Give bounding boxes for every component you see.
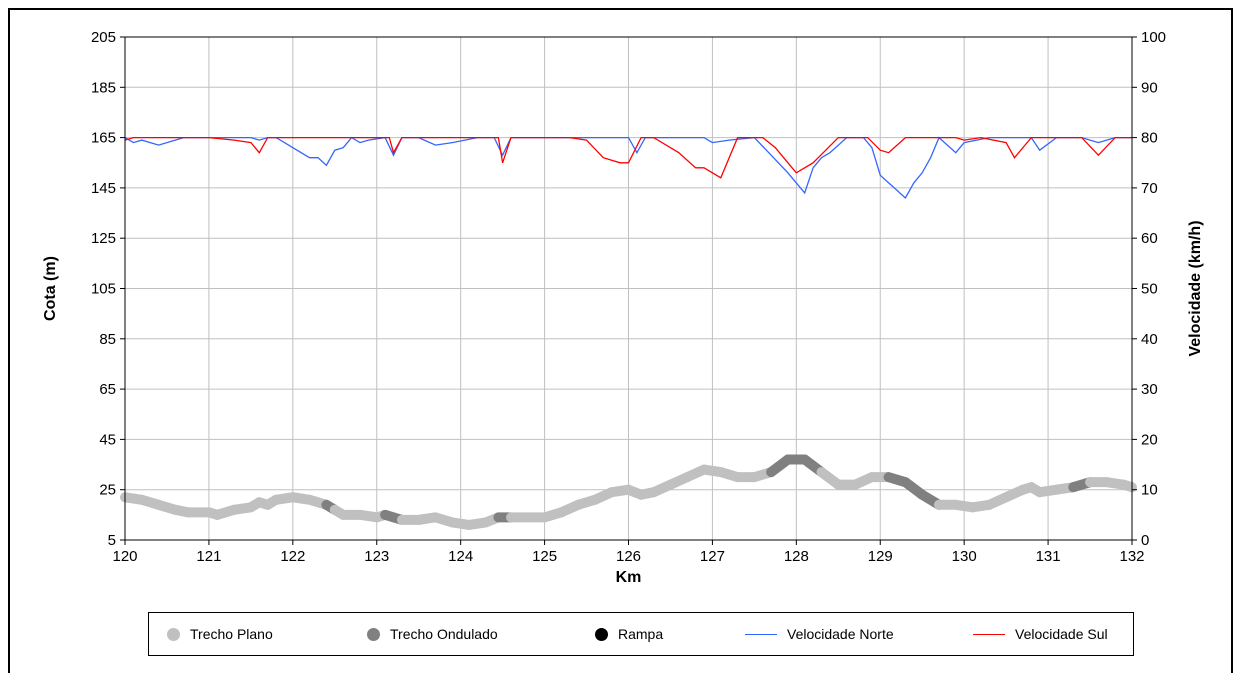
- elevation-profile: [120, 454, 1137, 530]
- x-tick-label: 127: [700, 548, 725, 565]
- y-left-tick-label: 145: [91, 180, 116, 197]
- x-tick-label: 125: [532, 548, 557, 565]
- axis-ticks: 120 121 122 123 124 125 126 127 128 129 130 131 132 5…: [91, 29, 1166, 565]
- chart-frame: [8, 8, 1233, 673]
- x-tick-label: 120: [112, 548, 137, 565]
- y-right-tick-label: 80: [1141, 130, 1158, 147]
- legend-item-trecho-ondulado: Trecho Ondulado: [367, 613, 498, 655]
- y-right-tick-label: 30: [1141, 381, 1158, 398]
- y-right-tick-label: 40: [1141, 331, 1158, 348]
- y-right-tick-label: 50: [1141, 281, 1158, 298]
- x-tick-label: 129: [868, 548, 893, 565]
- x-tick-label: 131: [1036, 548, 1061, 565]
- x-tick-label: 130: [952, 548, 977, 565]
- y-left-tick-label: 85: [99, 331, 116, 348]
- y-left-tick-label: 25: [99, 482, 116, 499]
- legend-line-icon: [973, 633, 1005, 635]
- grid: [124, 36, 1133, 541]
- legend-item-velocidade-norte: Velocidade Norte: [745, 613, 894, 655]
- x-axis-title: Km: [616, 569, 642, 586]
- legend-item-velocidade-sul: Velocidade Sul: [973, 613, 1108, 655]
- x-tick-label: 123: [364, 548, 389, 565]
- legend-label: Trecho Ondulado: [390, 626, 498, 642]
- legend-item-trecho-plano: Trecho Plano: [167, 613, 273, 655]
- legend-item-rampa: Rampa: [595, 613, 663, 655]
- velocidade-norte-line: [124, 136, 1132, 200]
- speed-lines: [124, 136, 1132, 200]
- legend-dot-icon: [167, 627, 180, 641]
- x-tick-label: 121: [196, 548, 221, 565]
- legend-dot-icon: [367, 627, 380, 641]
- velocidade-sul-line: [124, 136, 1132, 179]
- chart-canvas: 120 121 122 123 124 125 126 127 128 129 130 131 132 5…: [42, 29, 1204, 586]
- x-tick-label: 126: [616, 548, 641, 565]
- legend-dot-icon: [595, 627, 608, 641]
- y-left-tick-label: 65: [99, 381, 116, 398]
- legend-line-icon: [745, 633, 777, 635]
- y-right-tick-label: 60: [1141, 230, 1158, 247]
- y-left-tick-label: 105: [91, 281, 116, 298]
- y-right-tick-label: 90: [1141, 79, 1158, 96]
- x-tick-label: 124: [448, 548, 473, 565]
- y-left-tick-label: 185: [91, 79, 116, 96]
- y-right-tick-label: 20: [1141, 431, 1158, 448]
- y-left-tick-label: 165: [91, 130, 116, 147]
- legend-label: Velocidade Norte: [787, 626, 894, 642]
- y-right-axis-title: Velocidade (km/h): [1187, 220, 1204, 356]
- x-tick-label: 132: [1119, 548, 1144, 565]
- x-tick-label: 128: [784, 548, 809, 565]
- y-left-axis-title: Cota (m): [42, 256, 59, 321]
- legend-label: Trecho Plano: [190, 626, 273, 642]
- y-right-tick-label: 0: [1141, 532, 1149, 549]
- legend: Trecho Plano Trecho Ondulado Rampa Veloc…: [148, 612, 1134, 656]
- y-left-tick-label: 5: [108, 532, 116, 549]
- legend-label: Velocidade Sul: [1015, 626, 1108, 642]
- y-left-tick-label: 45: [99, 431, 116, 448]
- elevation-segment-plano: [1118, 479, 1137, 493]
- y-left-tick-label: 125: [91, 230, 116, 247]
- y-right-tick-label: 10: [1141, 482, 1158, 499]
- y-left-tick-label: 205: [91, 29, 116, 46]
- y-right-tick-label: 70: [1141, 180, 1158, 197]
- y-right-tick-label: 100: [1141, 29, 1166, 46]
- x-tick-label: 122: [280, 548, 305, 565]
- legend-label: Rampa: [618, 626, 664, 642]
